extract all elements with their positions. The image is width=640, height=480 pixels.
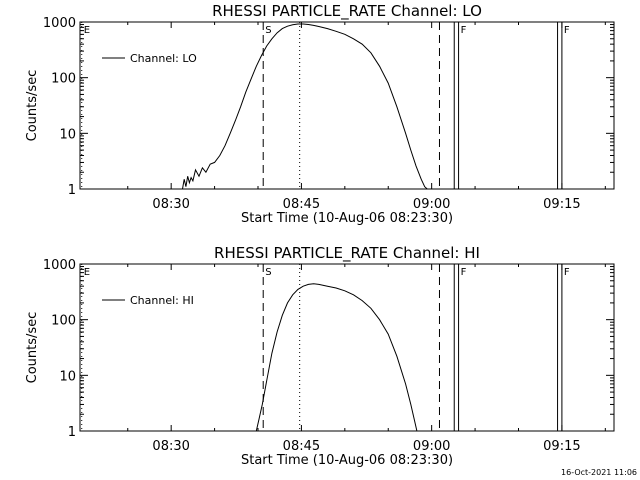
x-tick-label: 08:30 <box>152 439 189 454</box>
x-tick-label: 08:30 <box>152 197 189 212</box>
series-line <box>182 23 428 190</box>
legend-label: Channel: LO <box>130 52 197 65</box>
x-tick-label: 09:00 <box>413 439 450 454</box>
marker-label: F <box>564 267 570 278</box>
x-axis-label: Start Time (10-Aug-06 08:23:30) <box>241 453 453 468</box>
chart-title: RHESSI PARTICLE_RATE Channel: LO <box>212 2 482 21</box>
panel-lo: RHESSI PARTICLE_RATE Channel: LO 08:30 08:… <box>25 2 615 226</box>
x-tick-label: 08:45 <box>283 197 320 212</box>
y-tick-label: 100 <box>51 72 76 87</box>
marker-label: F <box>564 25 570 36</box>
timestamp-label: 16-Oct-2021 11:06 <box>561 468 637 477</box>
x-tick-label: 09:00 <box>413 197 450 212</box>
x-tick-label: 09:15 <box>543 439 580 454</box>
y-tick-label: 1 <box>68 183 76 198</box>
marker-label: E <box>84 25 90 36</box>
marker-label: S <box>265 25 271 36</box>
marker-label: S <box>265 267 271 278</box>
y-tick-label: 10 <box>59 127 76 142</box>
series-line <box>255 283 418 432</box>
y-tick-label: 100 <box>51 314 76 329</box>
plot-frame <box>79 21 615 190</box>
marker-label: F <box>461 25 467 36</box>
y-axis-label: Counts/sec <box>25 70 40 142</box>
y-tick-label: 10 <box>59 369 76 384</box>
legend-label: Channel: HI <box>130 294 194 307</box>
plot-frame <box>79 263 615 432</box>
y-tick-label: 1000 <box>43 16 76 31</box>
y-axis-label: Counts/sec <box>25 312 40 384</box>
panel-hi: RHESSI PARTICLE_RATE Channel: HI 08:30 08:… <box>25 244 615 468</box>
x-tick-label: 08:45 <box>283 439 320 454</box>
marker-label: E <box>84 267 90 278</box>
y-tick-label: 1 <box>68 425 76 440</box>
marker-label: F <box>461 267 467 278</box>
chart-title: RHESSI PARTICLE_RATE Channel: HI <box>214 244 480 263</box>
y-tick-label: 1000 <box>43 258 76 273</box>
x-tick-label: 09:15 <box>543 197 580 212</box>
x-axis-label: Start Time (10-Aug-06 08:23:30) <box>241 211 453 226</box>
